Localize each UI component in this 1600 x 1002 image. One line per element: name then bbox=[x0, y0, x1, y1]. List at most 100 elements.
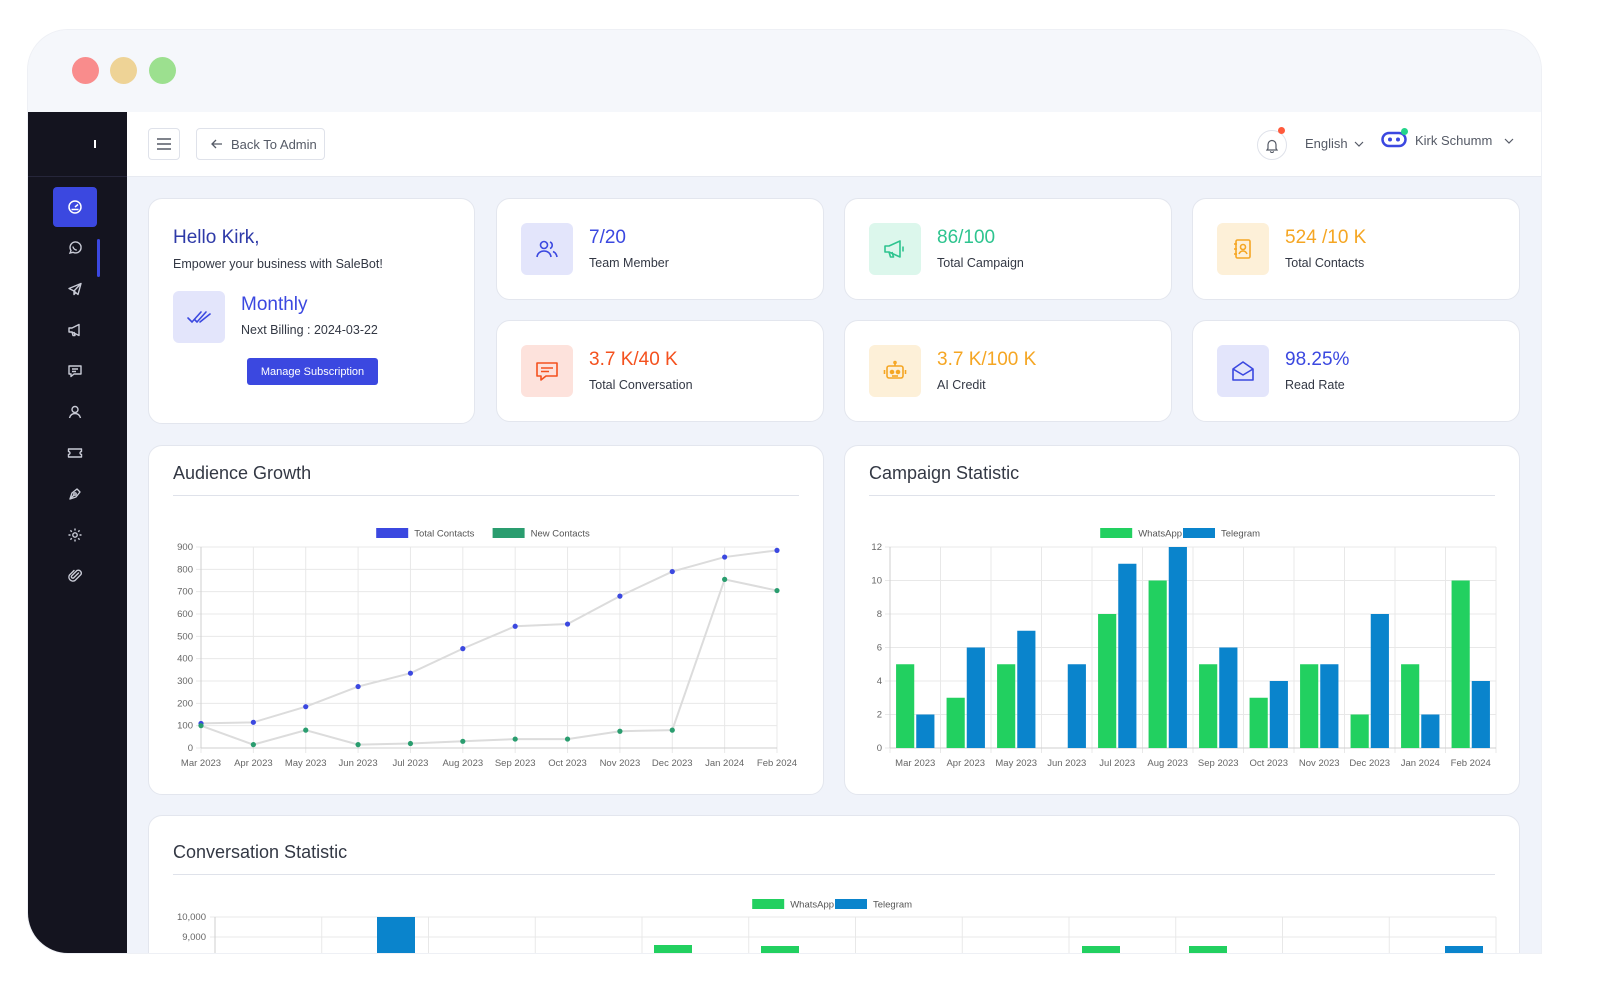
language-label: English bbox=[1305, 136, 1348, 151]
x-tick-label: Apr 2023 bbox=[234, 758, 273, 769]
notification-badge bbox=[1278, 127, 1285, 134]
sidebar-item-chat[interactable] bbox=[53, 351, 97, 391]
contacts-icon-box bbox=[1217, 223, 1269, 275]
total-campaign-label: Total Campaign bbox=[937, 256, 1024, 270]
stat-card-team: 7/20 Team Member bbox=[496, 198, 824, 300]
close-dot[interactable] bbox=[72, 57, 99, 84]
y-tick-label: 2 bbox=[877, 710, 882, 721]
pen-tool-icon bbox=[69, 488, 81, 500]
panel-divider bbox=[173, 495, 799, 496]
y-tick-label: 400 bbox=[177, 654, 193, 665]
audience-growth-title: Audience Growth bbox=[173, 463, 312, 483]
ai-credit-value: 3.7 K/100 K bbox=[937, 349, 1037, 370]
bar bbox=[1219, 647, 1238, 748]
back-to-admin-button[interactable]: Back To Admin bbox=[196, 128, 325, 160]
conversation-statistic-panel: Conversation Statistic WhatsApp Telegram 1… bbox=[148, 815, 1520, 953]
y-tick-label: 100 bbox=[177, 721, 193, 732]
title-bar bbox=[28, 30, 1541, 112]
maximize-dot[interactable] bbox=[149, 57, 176, 84]
campaign-statistic-title: Campaign Statistic bbox=[869, 463, 1020, 483]
x-tick-label: Jul 2023 bbox=[392, 758, 428, 769]
legend-swatch bbox=[752, 899, 785, 909]
data-point bbox=[669, 727, 675, 733]
bar bbox=[1098, 614, 1117, 748]
data-point bbox=[564, 621, 571, 627]
series-line bbox=[200, 578, 778, 746]
stat-card-read-rate: 98.25% Read Rate bbox=[1192, 320, 1520, 422]
user-menu[interactable]: Kirk Schumm bbox=[1381, 128, 1514, 151]
data-point bbox=[250, 719, 256, 725]
chat-icon bbox=[68, 365, 82, 378]
x-tick-label: Apr 2023 bbox=[946, 758, 985, 769]
notification-button[interactable] bbox=[1257, 130, 1287, 160]
panel-divider bbox=[869, 495, 1495, 496]
y-tick-label: 9,000 bbox=[182, 932, 206, 943]
y-tick-label: 200 bbox=[177, 698, 193, 709]
plan-name: Monthly bbox=[241, 294, 308, 315]
sidebar-item-flow[interactable] bbox=[53, 474, 97, 514]
welcome-card: Hello Kirk, Empower your business with S… bbox=[148, 198, 475, 424]
data-point bbox=[774, 587, 780, 594]
sidebar-item-tickets[interactable] bbox=[53, 433, 97, 473]
legend-label: WhatsApp bbox=[790, 900, 834, 911]
bar bbox=[946, 697, 965, 748]
sidebar-item-whatsapp[interactable] bbox=[53, 228, 97, 268]
sidebar-item-campaigns[interactable] bbox=[53, 310, 97, 350]
language-selector[interactable]: English bbox=[1305, 136, 1364, 151]
team-icon bbox=[536, 240, 558, 258]
y-tick-label: 700 bbox=[177, 587, 193, 598]
x-tick-label: May 2023 bbox=[995, 758, 1037, 769]
manage-subscription-button[interactable]: Manage Subscription bbox=[247, 358, 378, 385]
bar bbox=[896, 664, 915, 748]
app-window: Back To Admin English Kirk Schumm Hello bbox=[28, 30, 1541, 953]
sidebar-item-settings[interactable] bbox=[53, 515, 97, 555]
x-tick-label: Mar 2023 bbox=[895, 758, 935, 769]
sidebar-logo bbox=[28, 112, 127, 177]
telegram-icon bbox=[68, 282, 82, 296]
bar bbox=[1148, 580, 1167, 748]
data-point bbox=[669, 568, 675, 575]
data-point bbox=[460, 646, 466, 652]
stat-card-ai-credit: 3.7 K/100 K AI Credit bbox=[844, 320, 1172, 422]
bar bbox=[1300, 664, 1319, 748]
minimize-dot[interactable] bbox=[110, 57, 137, 84]
data-point bbox=[722, 576, 728, 582]
bar bbox=[1350, 714, 1369, 748]
data-point bbox=[617, 593, 623, 599]
x-tick-label: Oct 2023 bbox=[1249, 758, 1288, 769]
bar bbox=[1269, 681, 1288, 748]
x-tick-label: Jun 2023 bbox=[339, 758, 378, 769]
next-billing: Next Billing : 2024-03-22 bbox=[241, 323, 378, 337]
bar bbox=[377, 917, 415, 953]
bar bbox=[1067, 664, 1086, 748]
x-tick-label: Sep 2023 bbox=[495, 758, 536, 769]
y-tick-label: 0 bbox=[188, 743, 193, 754]
x-tick-label: Nov 2023 bbox=[1299, 758, 1340, 769]
bar bbox=[761, 946, 799, 953]
x-tick-label: Feb 2024 bbox=[757, 758, 797, 769]
data-point bbox=[460, 738, 466, 744]
y-tick-label: 4 bbox=[877, 676, 882, 687]
y-tick-label: 600 bbox=[177, 609, 193, 620]
sidebar-scrollbar[interactable] bbox=[97, 239, 100, 277]
chevron-down-icon bbox=[1354, 141, 1364, 147]
paperclip-icon bbox=[68, 569, 82, 582]
double-check-icon bbox=[187, 311, 211, 324]
bar bbox=[1189, 946, 1227, 953]
envelope-open-icon bbox=[1232, 361, 1254, 381]
bar bbox=[1168, 547, 1187, 748]
x-tick-label: Aug 2023 bbox=[442, 758, 483, 769]
bar bbox=[1118, 563, 1137, 748]
sidebar-item-contacts[interactable] bbox=[53, 392, 97, 432]
greeting-subtitle: Empower your business with SaleBot! bbox=[173, 257, 383, 271]
hamburger-icon bbox=[157, 138, 171, 150]
online-status-dot bbox=[1401, 128, 1408, 135]
sidebar-item-telegram[interactable] bbox=[53, 269, 97, 309]
bar bbox=[1451, 580, 1470, 748]
sidebar-item-dashboard[interactable] bbox=[53, 187, 97, 227]
sidebar-item-attachments[interactable] bbox=[53, 556, 97, 596]
menu-toggle-button[interactable] bbox=[148, 128, 180, 160]
bar bbox=[1401, 664, 1420, 748]
ticket-icon bbox=[67, 448, 83, 458]
legend-swatch bbox=[1183, 528, 1215, 538]
